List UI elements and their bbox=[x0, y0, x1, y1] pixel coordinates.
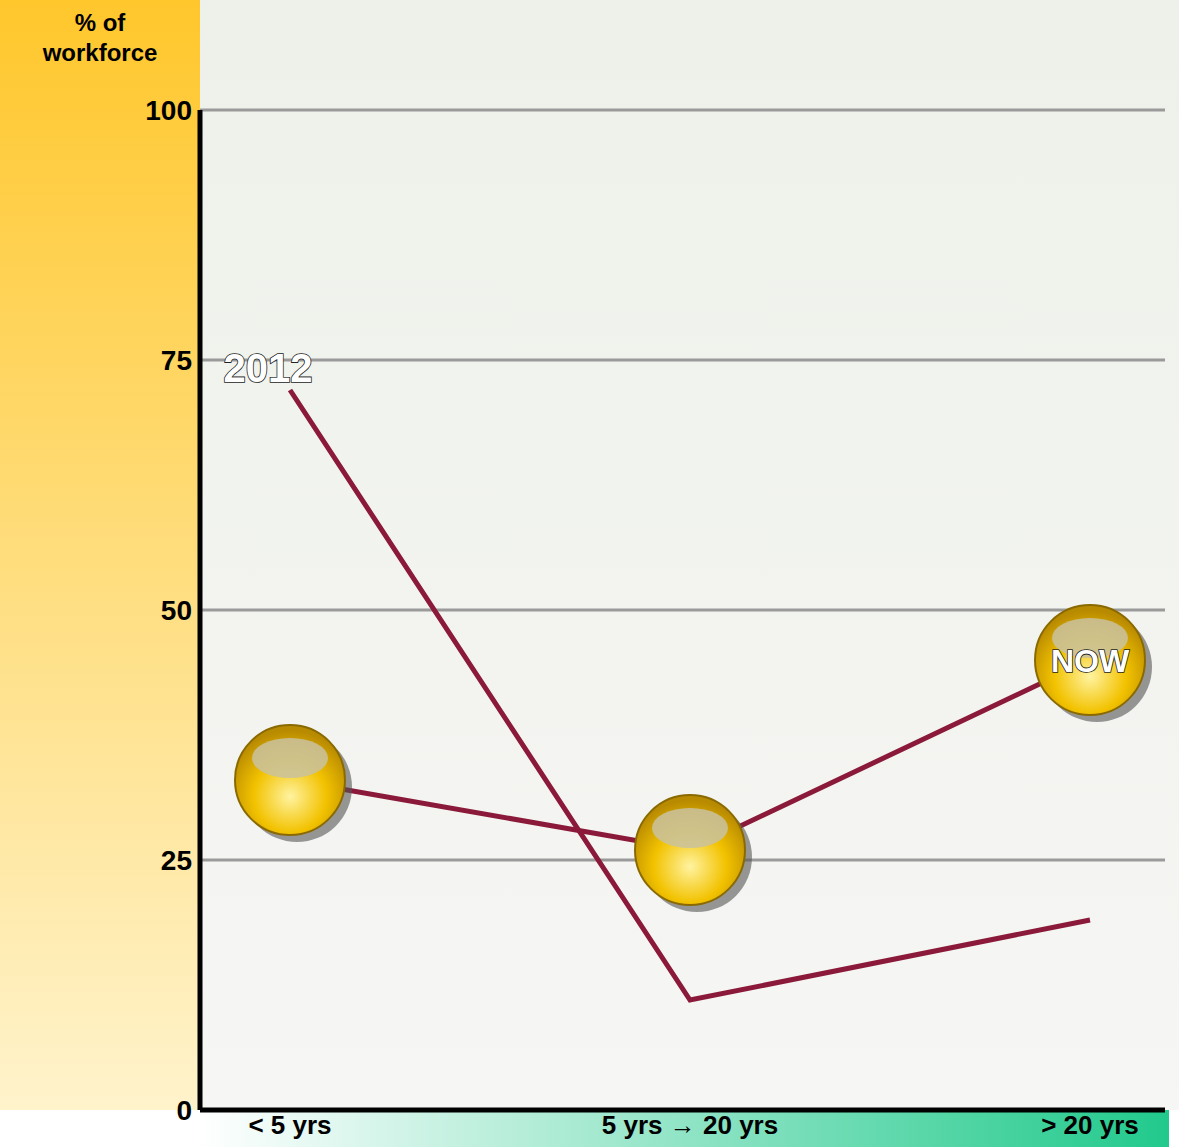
svg-text:< 5 yrs: < 5 yrs bbox=[248, 1110, 331, 1140]
svg-text:0: 0 bbox=[176, 1095, 192, 1126]
svg-text:25: 25 bbox=[161, 845, 192, 876]
svg-text:5 yrs → 20 yrs: 5 yrs → 20 yrs bbox=[602, 1110, 778, 1140]
svg-text:NOW: NOW bbox=[1051, 643, 1130, 679]
svg-text:2012: 2012 bbox=[224, 346, 313, 390]
svg-text:50: 50 bbox=[161, 595, 192, 626]
svg-text:> 20 yrs: > 20 yrs bbox=[1041, 1110, 1139, 1140]
html-text:% of workforce: % of workforce bbox=[42, 9, 158, 66]
svg-text:75: 75 bbox=[161, 345, 192, 376]
svg-text:100: 100 bbox=[145, 95, 192, 126]
